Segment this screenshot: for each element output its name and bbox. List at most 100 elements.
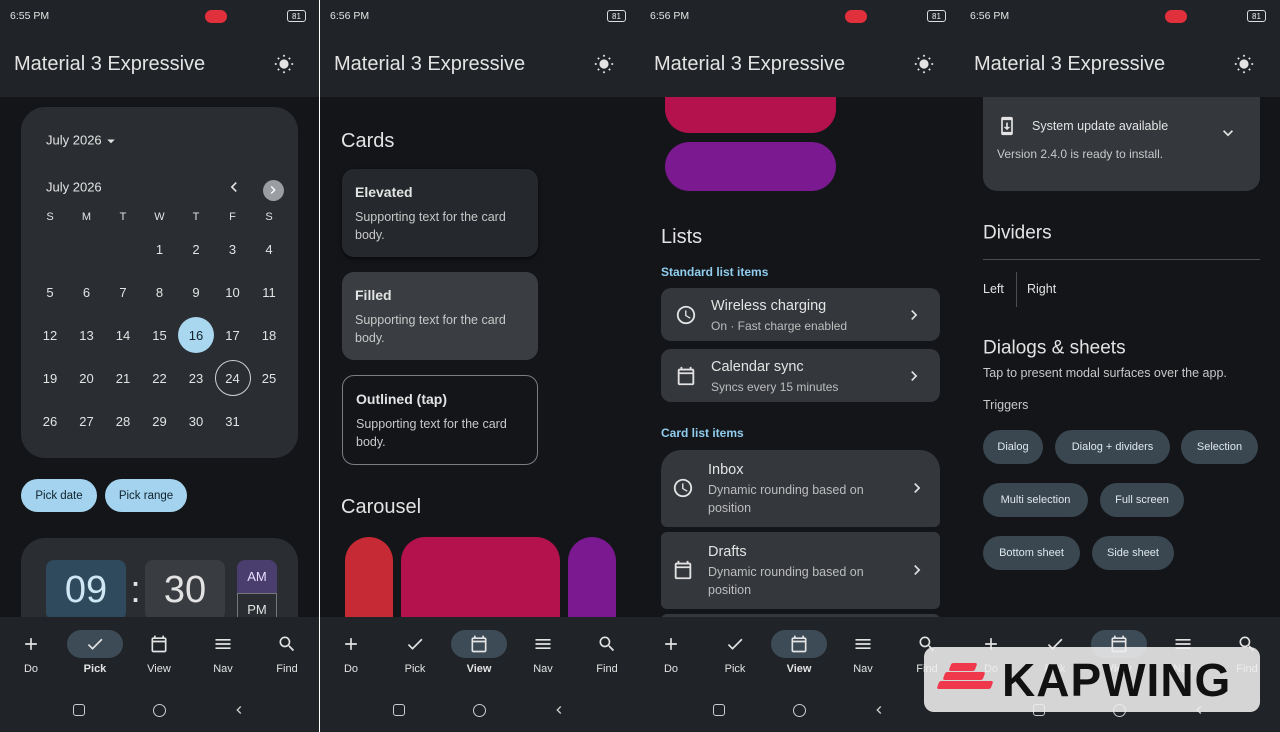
section-heading: Cards xyxy=(341,130,395,152)
nav-label: View xyxy=(786,663,812,675)
card-list-item[interactable]: Inbox Dynamic rounding based on position xyxy=(661,450,940,527)
system-home[interactable] xyxy=(473,704,486,717)
card[interactable]: Filled Supporting text for the card body. xyxy=(342,272,538,360)
trigger-chip[interactable]: Multi selection xyxy=(983,483,1088,517)
minute-field[interactable]: 30 xyxy=(145,560,225,620)
battery: 81 xyxy=(607,10,626,22)
card-text: Supporting text for the card body. xyxy=(356,417,507,449)
icon xyxy=(21,634,41,654)
trigger-chip[interactable]: Dialog + dividers xyxy=(1055,430,1170,464)
nav-item[interactable]: View xyxy=(767,627,831,679)
nav-item[interactable]: Pick xyxy=(63,627,127,679)
screen-divider xyxy=(319,0,320,732)
day[interactable]: 27 xyxy=(79,413,94,429)
nav-item[interactable]: Find xyxy=(255,627,319,679)
list-title: Wireless charging xyxy=(711,297,827,314)
day[interactable]: 15 xyxy=(152,327,167,343)
list-title: Calendar sync xyxy=(711,358,804,375)
day[interactable]: 26 xyxy=(42,413,58,429)
list-item[interactable]: Wireless charging On · Fast charge enable… xyxy=(661,288,940,341)
bottom-nav: Do Pick View Nav Find xyxy=(320,617,640,732)
nav-item[interactable]: View xyxy=(127,627,191,679)
day[interactable]: 11 xyxy=(262,284,276,300)
icon xyxy=(1218,123,1238,143)
trigger-chip[interactable]: Dialog xyxy=(983,430,1043,464)
day[interactable]: 1 xyxy=(155,241,164,257)
nav-label: Do xyxy=(343,663,359,675)
day[interactable]: 19 xyxy=(42,370,58,386)
nav-item[interactable]: Pick xyxy=(383,627,447,679)
card-title: Elevated xyxy=(355,184,413,200)
system-recents[interactable] xyxy=(393,704,405,716)
hour-field[interactable]: 09 xyxy=(46,560,126,620)
am-toggle[interactable]: AM xyxy=(237,560,277,593)
day[interactable]: 21 xyxy=(115,370,131,386)
nav-item[interactable]: Do xyxy=(640,627,703,679)
day[interactable]: 31 xyxy=(225,413,240,429)
day[interactable]: 13 xyxy=(79,327,94,343)
day[interactable]: 14 xyxy=(115,327,131,343)
picker-button[interactable]: Pick date xyxy=(21,479,97,512)
trigger-chip[interactable]: Bottom sheet xyxy=(983,536,1080,570)
icon xyxy=(149,634,169,654)
recording-indicator xyxy=(845,10,867,23)
day[interactable]: 17 xyxy=(225,327,240,343)
day[interactable]: 4 xyxy=(265,241,273,257)
day[interactable]: 3 xyxy=(228,241,237,257)
nav-item[interactable]: Find xyxy=(575,627,639,679)
carousel-item[interactable] xyxy=(665,142,836,191)
section-text: Tap to present modal surfaces over the a… xyxy=(983,365,1227,380)
day[interactable]: 16 xyxy=(178,317,214,353)
watermark-logo-stripe xyxy=(936,681,994,689)
icon xyxy=(904,305,924,325)
day[interactable]: 18 xyxy=(261,327,277,343)
trigger-chip[interactable]: Side sheet xyxy=(1092,536,1174,570)
day[interactable]: 22 xyxy=(152,370,167,386)
card[interactable]: Elevated Supporting text for the card bod… xyxy=(342,169,538,257)
day[interactable]: 5 xyxy=(46,284,54,300)
day[interactable]: 12 xyxy=(42,327,58,343)
system-home[interactable] xyxy=(153,704,166,717)
system-recents[interactable] xyxy=(713,704,725,716)
system-recents[interactable] xyxy=(73,704,85,716)
nav-label: Nav xyxy=(853,663,873,675)
card-list-item[interactable]: Drafts Dynamic rounding based on position xyxy=(661,532,940,609)
day[interactable]: 24 xyxy=(214,360,251,396)
card-text: Supporting text for the card body. xyxy=(355,210,506,242)
nav-item[interactable]: Nav xyxy=(511,627,575,679)
day[interactable]: 7 xyxy=(119,284,127,300)
trigger-chip[interactable]: Selection xyxy=(1181,430,1258,464)
nav-item[interactable]: Do xyxy=(320,627,383,679)
divider-label: Right xyxy=(1027,281,1057,296)
day[interactable]: 30 xyxy=(188,413,204,429)
list-item[interactable]: Calendar sync Syncs every 15 minutes xyxy=(661,349,940,402)
nav-item[interactable]: Nav xyxy=(831,627,895,679)
update-card[interactable]: System update available Version 2.4.0 is … xyxy=(983,80,1260,191)
watermark-logo-stripe xyxy=(948,663,978,671)
day[interactable]: 23 xyxy=(188,370,204,386)
nav-label: Pick xyxy=(83,663,107,675)
day[interactable]: 2 xyxy=(192,241,200,257)
card[interactable]: Outlined (tap) Supporting text for the ca… xyxy=(342,375,538,465)
system-back xyxy=(551,702,567,718)
nav-item[interactable]: Nav xyxy=(191,627,255,679)
picker-button[interactable]: Pick range xyxy=(105,479,187,512)
icon xyxy=(997,116,1017,136)
nav-label: Find xyxy=(276,663,298,675)
nav-item[interactable]: Pick xyxy=(703,627,767,679)
weekday: T xyxy=(119,211,127,223)
day[interactable]: 9 xyxy=(192,284,200,300)
day[interactable]: 25 xyxy=(261,370,277,386)
day[interactable]: 8 xyxy=(155,284,164,300)
system-home[interactable] xyxy=(793,704,806,717)
day[interactable]: 10 xyxy=(225,284,240,300)
trigger-chip[interactable]: Full screen xyxy=(1100,483,1184,517)
icon xyxy=(85,634,105,654)
day[interactable]: 6 xyxy=(82,284,91,300)
day[interactable]: 29 xyxy=(152,413,167,429)
nav-item[interactable]: Do xyxy=(0,627,63,679)
nav-item[interactable]: View xyxy=(447,627,511,679)
nav-label: Find xyxy=(596,663,618,675)
day[interactable]: 20 xyxy=(79,370,94,386)
day[interactable]: 28 xyxy=(115,413,131,429)
